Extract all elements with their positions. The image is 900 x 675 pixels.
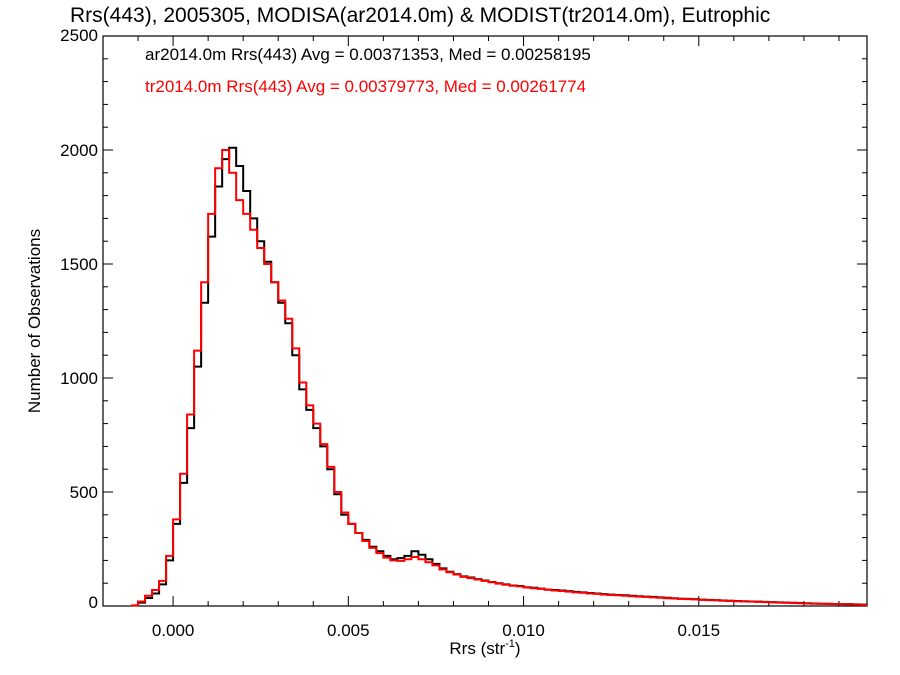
- series-line-ar2014: [131, 146, 867, 607]
- y-tick-label: 500: [70, 483, 98, 502]
- x-axis-title-suffix: ): [515, 639, 521, 658]
- axis-ticks: 0 500 1000 1500 2000 2500 0.000 0.005 0.010 0.015: [60, 26, 867, 640]
- x-axis-title-main: Rrs (str: [449, 639, 505, 658]
- y-tick-label: 2500: [60, 26, 98, 45]
- y-axis-title: Number of Observations: [25, 229, 44, 413]
- chart-title: Rrs(443), 2005305, MODISA(ar2014.0m) & M…: [70, 4, 770, 27]
- series-layer: [131, 146, 867, 607]
- y-tick-label: 1000: [60, 369, 98, 388]
- legend: ar2014.0m Rrs(443) Avg = 0.00371353, Med…: [145, 45, 591, 96]
- x-tick-label: 0.015: [678, 621, 721, 640]
- plot-frame: [102, 35, 868, 607]
- y-tick-label: 2000: [60, 141, 98, 160]
- y-tick-label: 1500: [60, 255, 98, 274]
- y-tick-label: 0: [89, 593, 98, 612]
- x-tick-label: 0.010: [502, 621, 545, 640]
- series-line-tr2014: [131, 149, 867, 607]
- legend-entry-ar2014: ar2014.0m Rrs(443) Avg = 0.00371353, Med…: [145, 45, 591, 64]
- x-axis-title-superscript: -1: [505, 638, 515, 650]
- x-tick-label: 0.000: [152, 621, 195, 640]
- x-tick-label: 0.005: [327, 621, 370, 640]
- legend-entry-tr2014: tr2014.0m Rrs(443) Avg = 0.00379773, Med…: [145, 77, 586, 96]
- x-axis-title: Rrs (str-1): [449, 638, 520, 658]
